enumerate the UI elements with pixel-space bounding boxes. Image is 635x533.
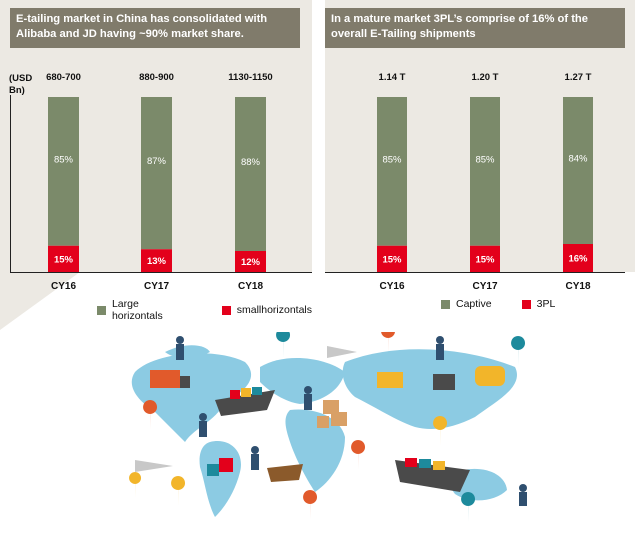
workers-icon (176, 336, 527, 506)
data-label-small: 15% (382, 254, 402, 265)
legend-label-captive: Captive (456, 298, 492, 310)
logistics-world-map-illustration (129, 332, 527, 522)
data-label-small: 16% (568, 254, 588, 265)
data-label-large: 88% (241, 157, 261, 168)
data-label-small: 13% (147, 256, 167, 267)
bar-captive-cy16 (377, 97, 407, 246)
unit-label-line2: Bn) (9, 85, 25, 96)
bar-smallhorizontals-cy17 (141, 249, 172, 272)
bar-large-horizontals-cy16 (48, 97, 79, 246)
legend-swatch-large (97, 305, 106, 315)
legend-label-small: smallhorizontals (236, 304, 313, 316)
bar-smallhorizontals-cy16 (48, 245, 79, 272)
bar-total-label: 1130-1150 (228, 72, 272, 83)
bar-large-horizontals-cy18 (235, 97, 266, 251)
legend-label-large: Large horizontals (111, 298, 163, 322)
bar-total-label: 1.14 T (379, 72, 406, 83)
right-panel-title: In a mature market 3PL’s comprise of 16%… (325, 8, 625, 48)
x-tick-label: CY17 (144, 281, 169, 292)
unit-label-line1: (USD (9, 73, 33, 84)
x-tick-label: CY16 (51, 281, 76, 292)
data-label-large: 84% (568, 154, 588, 165)
data-label-large: 87% (147, 156, 167, 167)
bar-total-label: 1.27 T (565, 72, 592, 83)
x-tick-label: CY18 (238, 281, 263, 292)
x-tick-label: CY17 (472, 281, 497, 292)
left-legend: Large horizontals smallhorizontals (97, 298, 312, 322)
left-bar-chart: 85% 15% 680-700 CY16 87% 13% 880-900 CY17 88% 12%… (10, 72, 312, 292)
trucks-icon (150, 366, 505, 390)
bar-captive-cy18 (563, 97, 593, 244)
airplanes-icon (135, 346, 357, 472)
cargo-ships-icon (215, 387, 470, 492)
left-panel-title: E-tailing market in China has consolidat… (10, 8, 300, 48)
bar-smallhorizontals-cy18 (235, 251, 266, 272)
bar-3pl-cy17 (470, 245, 500, 272)
bar-captive-cy17 (470, 97, 500, 246)
data-label-small: 12% (241, 257, 261, 268)
bar-total-label: 880-900 (139, 72, 174, 83)
bar-large-horizontals-cy17 (141, 97, 172, 250)
data-label-large: 85% (382, 154, 402, 165)
x-tick-label: CY16 (379, 281, 404, 292)
data-label-large: 85% (475, 154, 495, 165)
legend-swatch-small (221, 305, 231, 315)
legend-swatch-3pl (521, 299, 531, 309)
legend-swatch-captive (441, 299, 450, 309)
packages-icon (207, 400, 347, 476)
right-legend: Captive 3PL (441, 298, 555, 310)
legend-label-3pl: 3PL (536, 298, 556, 310)
map-pins-icon (129, 332, 526, 522)
bar-3pl-cy18 (563, 244, 593, 272)
bar-total-label: 1.20 T (472, 72, 499, 83)
bar-3pl-cy16 (377, 245, 407, 272)
unit-label: (USD Bn) (9, 73, 32, 97)
data-label-small: 15% (54, 254, 74, 265)
data-label-small: 15% (475, 254, 495, 265)
data-label-large: 85% (54, 154, 74, 165)
bar-total-label: 680-700 (46, 72, 81, 83)
x-tick-label: CY18 (565, 281, 590, 292)
right-bar-chart: 85% 15% 1.14 T CY16 85% 15% 1.20 T CY17 84% 16% 1.… (325, 72, 625, 292)
